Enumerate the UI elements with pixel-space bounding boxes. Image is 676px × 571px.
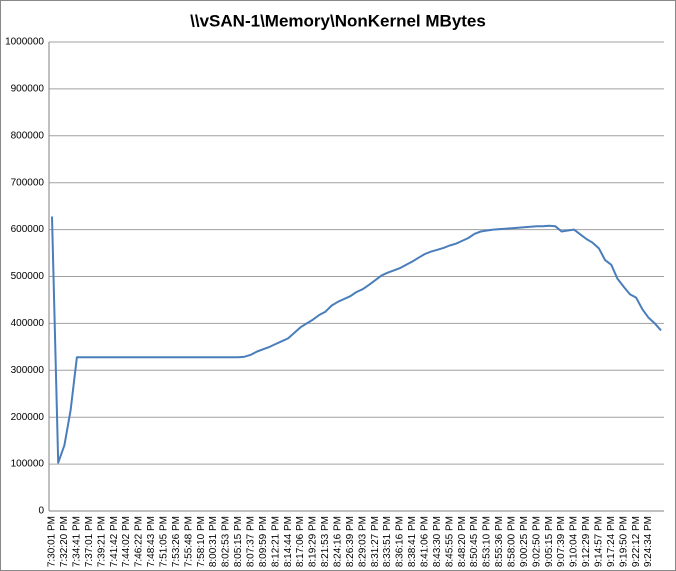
x-tick-label: 9:24:34 PM <box>643 516 654 567</box>
x-tick-label: 8:50:45 PM <box>469 516 480 567</box>
y-tick-label: 400000 <box>11 318 45 329</box>
data-line <box>51 216 662 464</box>
x-tick-label: 9:10:04 PM <box>569 516 580 567</box>
x-tick-label: 8:19:29 PM <box>308 516 319 567</box>
x-tick-label: 7:48:43 PM <box>146 516 157 567</box>
x-tick-label: 8:02:53 PM <box>221 516 232 567</box>
x-tick-label: 7:53:26 PM <box>171 516 182 567</box>
x-tick-label: 7:34:41 PM <box>71 516 82 567</box>
y-tick-label: 900000 <box>11 84 45 95</box>
x-tick-label: 8:38:41 PM <box>407 516 418 567</box>
y-tick-label: 0 <box>38 506 44 517</box>
x-tick-label: 7:32:20 PM <box>59 516 70 567</box>
x-tick-label: 7:41:42 PM <box>109 516 120 567</box>
x-tick-label: 7:44:02 PM <box>121 516 132 567</box>
x-tick-label: 7:46:22 PM <box>134 516 145 567</box>
x-tick-label: 8:26:39 PM <box>345 516 356 567</box>
x-tick-label: 9:00:25 PM <box>519 516 530 567</box>
x-tick-label: 8:21:53 PM <box>320 516 331 567</box>
x-tick-label: 8:24:16 PM <box>332 516 343 567</box>
y-tick-label: 600000 <box>11 224 45 235</box>
y-tick-label: 1000000 <box>5 37 44 48</box>
chart-title: \\vSAN-1\Memory\NonKernel MBytes <box>190 11 486 30</box>
x-tick-label: 8:58:00 PM <box>506 516 517 567</box>
y-tick-label: 500000 <box>11 271 45 282</box>
x-tick-label: 8:29:03 PM <box>357 516 368 567</box>
x-tick-label: 7:51:05 PM <box>158 516 169 567</box>
x-tick-label: 9:02:50 PM <box>531 516 542 567</box>
y-tick-label: 700000 <box>11 177 45 188</box>
x-tick-label: 8:36:16 PM <box>395 516 406 567</box>
x-tick-label: 8:53:10 PM <box>482 516 493 567</box>
x-tick-label: 9:07:39 PM <box>556 516 567 567</box>
y-tick-label: 200000 <box>11 412 45 423</box>
x-tick-label: 8:41:06 PM <box>419 516 430 567</box>
x-tick-label: 7:30:01 PM <box>47 516 58 567</box>
x-tick-label: 8:31:27 PM <box>370 516 381 567</box>
x-tick-label: 7:58:10 PM <box>196 516 207 567</box>
x-tick-label: 9:19:50 PM <box>618 516 629 567</box>
y-tick-label: 100000 <box>11 459 45 470</box>
x-tick-label: 8:55:36 PM <box>494 516 505 567</box>
y-tick-label: 300000 <box>11 365 45 376</box>
x-tick-label: 9:12:29 PM <box>581 516 592 567</box>
x-tick-label: 7:39:21 PM <box>96 516 107 567</box>
x-tick-label: 8:43:30 PM <box>432 516 443 567</box>
x-tick-label: 8:05:15 PM <box>233 516 244 567</box>
x-tick-label: 8:14:44 PM <box>283 516 294 567</box>
x-tick-label: 7:55:48 PM <box>183 516 194 567</box>
x-tick-label: 8:48:20 PM <box>457 516 468 567</box>
x-tick-label: 9:17:24 PM <box>606 516 617 567</box>
x-tick-label: 8:45:55 PM <box>444 516 455 567</box>
x-tick-label: 8:00:31 PM <box>208 516 219 567</box>
x-tick-label: 9:14:57 PM <box>593 516 604 567</box>
x-tick-label: 9:22:12 PM <box>631 516 642 567</box>
x-tick-label: 8:12:21 PM <box>270 516 281 567</box>
x-tick-label: 8:33:51 PM <box>382 516 393 567</box>
x-tick-label: 8:07:37 PM <box>245 516 256 567</box>
y-tick-label: 800000 <box>11 130 45 141</box>
x-tick-label: 8:17:06 PM <box>295 516 306 567</box>
x-tick-label: 9:05:15 PM <box>544 516 555 567</box>
x-tick-label: 7:37:01 PM <box>84 516 95 567</box>
x-tick-label: 8:09:59 PM <box>258 516 269 567</box>
